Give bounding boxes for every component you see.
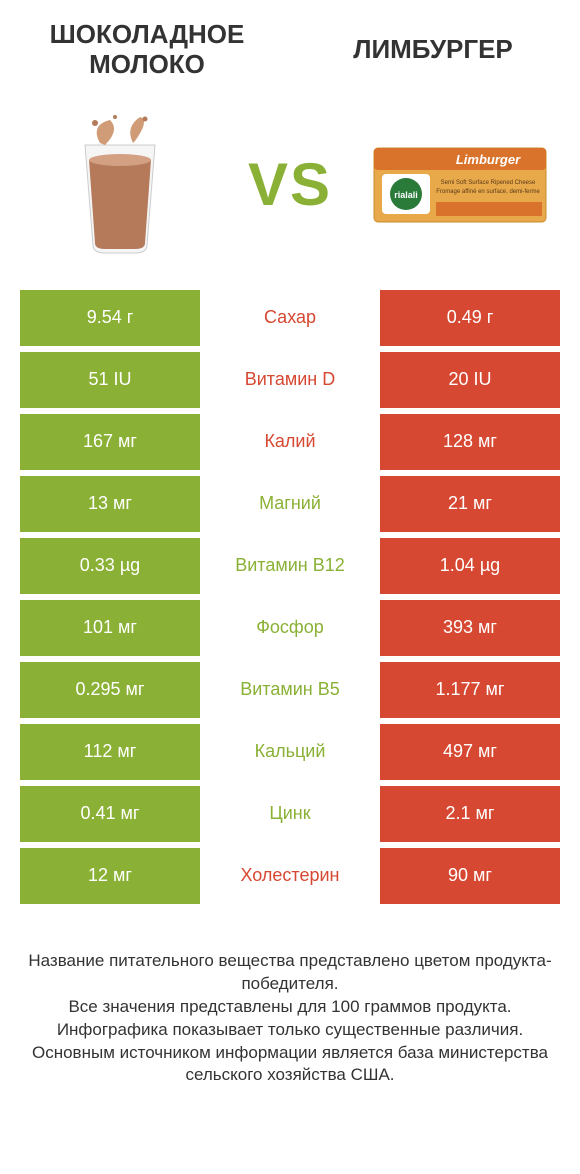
right-value-cell: 1.04 µg (380, 538, 560, 594)
nutrient-name-cell: Сахар (200, 290, 380, 346)
svg-text:Limburger: Limburger (456, 152, 521, 167)
nutrient-name-cell: Витамин B5 (200, 662, 380, 718)
left-value-cell: 167 мг (20, 414, 200, 470)
vs-label: VS (248, 150, 332, 219)
left-value-cell: 13 мг (20, 476, 200, 532)
table-row: 12 мгХолестерин90 мг (20, 848, 560, 904)
limburger-cheese-icon: rialali Limburger Semi Soft Surface Ripe… (370, 140, 550, 230)
right-product-image: rialali Limburger Semi Soft Surface Ripe… (370, 105, 550, 265)
right-value-cell: 20 IU (380, 352, 560, 408)
nutrient-name-cell: Витамин B12 (200, 538, 380, 594)
right-value-cell: 393 мг (380, 600, 560, 656)
table-row: 0.33 µgВитамин B121.04 µg (20, 538, 560, 594)
right-value-cell: 497 мг (380, 724, 560, 780)
svg-text:Semi Soft Surface Ripened Chee: Semi Soft Surface Ripened Cheese (441, 180, 536, 186)
footer-line: Все значения представлены для 100 граммо… (20, 996, 560, 1019)
footer-line: Инфографика показывает только существенн… (20, 1019, 560, 1042)
footer-line: Основным источником информации является … (20, 1042, 560, 1088)
left-value-cell: 0.41 мг (20, 786, 200, 842)
right-value-cell: 2.1 мг (380, 786, 560, 842)
svg-text:Fromage affiné en surface, dem: Fromage affiné en surface, demi-ferme (436, 189, 540, 195)
table-row: 101 мгФосфор393 мг (20, 600, 560, 656)
images-row: VS rialali Limburger Semi Soft Surface R… (0, 90, 580, 290)
nutrient-table: 9.54 гСахар0.49 г 51 IUВитамин D20 IU 167 … (20, 290, 560, 904)
left-value-cell: 9.54 г (20, 290, 200, 346)
nutrient-name-cell: Фосфор (200, 600, 380, 656)
table-row: 51 IUВитамин D20 IU (20, 352, 560, 408)
right-value-cell: 0.49 г (380, 290, 560, 346)
right-value-cell: 128 мг (380, 414, 560, 470)
chocolate-milk-icon (65, 115, 175, 255)
nutrient-name-cell: Цинк (200, 786, 380, 842)
nutrient-name-cell: Магний (200, 476, 380, 532)
table-row: 167 мгКалий128 мг (20, 414, 560, 470)
left-value-cell: 51 IU (20, 352, 200, 408)
table-row: 112 мгКальций497 мг (20, 724, 560, 780)
left-value-cell: 12 мг (20, 848, 200, 904)
table-row: 0.295 мгВитамин B51.177 мг (20, 662, 560, 718)
right-value-cell: 21 мг (380, 476, 560, 532)
left-value-cell: 112 мг (20, 724, 200, 780)
left-value-cell: 0.33 µg (20, 538, 200, 594)
header: ШОКОЛАДНОЕ МОЛОКО ЛИМБУРГЕР (0, 0, 580, 90)
right-value-cell: 90 мг (380, 848, 560, 904)
nutrient-name-cell: Калий (200, 414, 380, 470)
table-row: 13 мгМагний21 мг (20, 476, 560, 532)
nutrient-name-cell: Холестерин (200, 848, 380, 904)
left-value-cell: 101 мг (20, 600, 200, 656)
svg-text:rialali: rialali (394, 190, 418, 200)
table-row: 0.41 мгЦинк2.1 мг (20, 786, 560, 842)
left-value-cell: 0.295 мг (20, 662, 200, 718)
footer-notes: Название питательного вещества представл… (0, 910, 580, 1108)
right-value-cell: 1.177 мг (380, 662, 560, 718)
left-product-title: ШОКОЛАДНОЕ МОЛОКО (30, 20, 264, 80)
footer-line: Название питательного вещества представл… (20, 950, 560, 996)
table-row: 9.54 гСахар0.49 г (20, 290, 560, 346)
right-product-title: ЛИМБУРГЕР (316, 35, 550, 65)
nutrient-name-cell: Витамин D (200, 352, 380, 408)
nutrient-name-cell: Кальций (200, 724, 380, 780)
left-product-image (30, 105, 210, 265)
